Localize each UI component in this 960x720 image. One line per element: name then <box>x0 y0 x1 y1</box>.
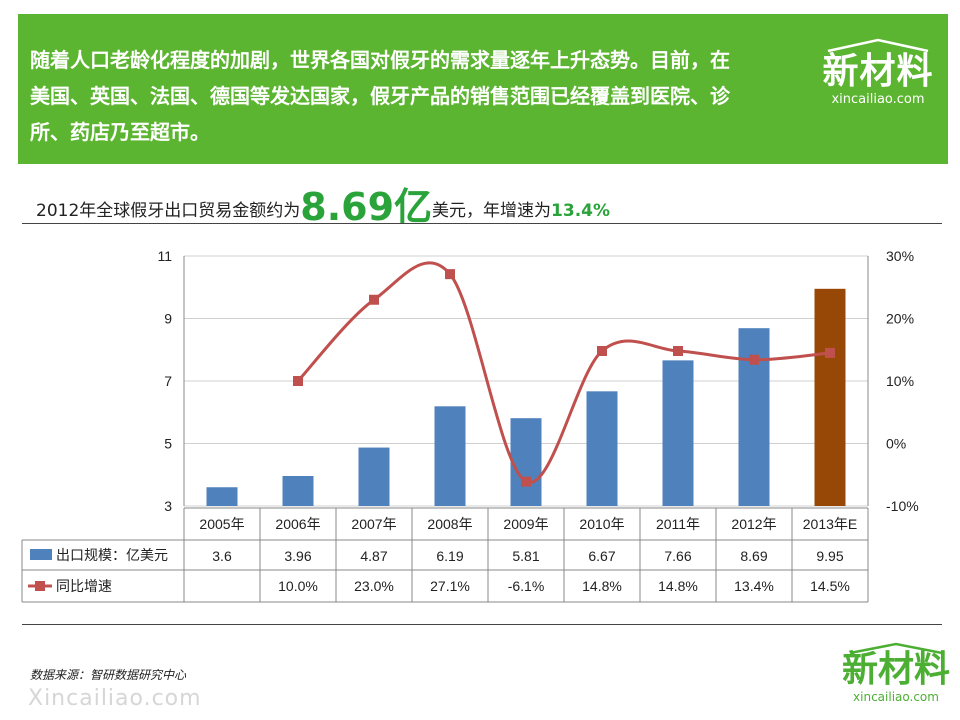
bar-data-label: 5.81 <box>512 548 539 564</box>
y-right-tick-label: -10% <box>886 498 919 514</box>
bar <box>586 391 618 506</box>
bar-data-label: 8.69 <box>740 548 767 564</box>
logo-mark: 新材料 <box>822 51 934 92</box>
y-right-tick-label: 20% <box>886 311 914 327</box>
bar <box>206 487 238 506</box>
growth-line <box>296 261 831 484</box>
headline: 2012年全球假牙出口贸易金额约为8.69亿美元，年增速为13.4% <box>36 176 610 229</box>
growth-point <box>673 346 683 356</box>
growth-data-label: 14.8% <box>658 578 698 594</box>
legend-bar-label: 出口规模：亿美元 <box>56 547 168 563</box>
intro-line: 所、药店乃至超市。 <box>30 120 210 144</box>
intro-line: 美国、英国、法国、德国等发达国家，假牙产品的销售范围已经覆盖到医院、诊 <box>30 84 730 108</box>
y-right-tick-label: 10% <box>886 373 914 389</box>
headline-prefix: 2012年全球假牙出口贸易金额约为 <box>36 201 301 221</box>
x-tick-label: 2008年 <box>427 516 472 532</box>
bar-data-label: 6.67 <box>588 548 615 564</box>
brand-logo: 新材料 xincailiao.com <box>818 38 938 108</box>
y-left-tick-label: 11 <box>157 248 172 264</box>
bottom-divider <box>22 624 942 625</box>
logo-url: xincailiao.com <box>831 92 925 107</box>
growth-data-label: -6.1% <box>508 578 545 594</box>
bar <box>282 476 314 506</box>
y-left-tick-label: 7 <box>164 373 172 389</box>
x-tick-label: 2012年 <box>731 516 776 532</box>
footer-logo-url: xincailiao.com <box>853 690 939 704</box>
intro-line: 随着人口老龄化程度的加剧，世界各国对假牙的需求量逐年上升态势。目前，在 <box>30 48 730 72</box>
growth-point <box>521 476 531 487</box>
top-divider <box>22 223 942 224</box>
y-right-tick-label: 30% <box>886 248 914 264</box>
bar-data-label: 3.96 <box>284 548 311 564</box>
bar-data-label: 4.87 <box>360 548 387 564</box>
x-tick-label: 2009年 <box>503 516 548 532</box>
growth-point <box>825 347 835 358</box>
headline-amount: 8.69亿 <box>300 185 433 229</box>
watermark-url: Xincailiao.com <box>28 686 202 711</box>
y-left-tick-label: 9 <box>164 311 172 327</box>
growth-data-label: 14.8% <box>582 578 622 594</box>
bar <box>814 288 846 506</box>
growth-data-label: 10.0% <box>278 578 318 594</box>
x-tick-label: 2013年E <box>803 516 857 532</box>
roof-icon <box>827 38 929 52</box>
y-left-tick-label: 3 <box>164 498 172 514</box>
intro-banner: 随着人口老龄化程度的加剧，世界各国对假牙的需求量逐年上升态势。目前，在 美国、英… <box>18 14 948 164</box>
growth-data-label: 13.4% <box>734 578 774 594</box>
data-source: 数据来源：智研数据研究中心 <box>30 668 187 682</box>
x-tick-label: 2010年 <box>579 516 624 532</box>
x-tick-label: 2011年 <box>656 516 700 532</box>
bar <box>358 447 390 506</box>
legend-line-marker <box>35 581 45 591</box>
headline-growth: 13.4% <box>551 201 611 221</box>
growth-data-label: 27.1% <box>430 578 470 594</box>
x-tick-label: 2005年 <box>199 516 244 532</box>
legend-line-label: 同比增速 <box>56 578 112 594</box>
legend-bar-key <box>30 549 52 560</box>
bar <box>510 418 542 506</box>
growth-point <box>597 346 607 356</box>
bar <box>434 406 466 506</box>
bar <box>662 360 694 506</box>
x-tick-label: 2007年 <box>351 516 396 532</box>
growth-point <box>293 376 303 386</box>
bar-data-label: 6.19 <box>436 548 463 564</box>
footer-logo: 新材料 xincailiao.com <box>836 642 956 704</box>
intro-text: 随着人口老龄化程度的加剧，世界各国对假牙的需求量逐年上升态势。目前，在 美国、英… <box>30 42 810 150</box>
x-tick-label: 2006年 <box>275 516 320 532</box>
growth-data-label: 14.5% <box>810 578 850 594</box>
bar-data-label: 9.95 <box>816 548 843 564</box>
y-left-tick-label: 5 <box>164 436 172 452</box>
growth-point <box>369 294 379 305</box>
y-right-tick-label: 0% <box>886 436 906 452</box>
growth-point <box>749 354 759 365</box>
roof-icon <box>849 642 943 654</box>
bar-data-label: 3.6 <box>212 548 232 564</box>
growth-data-label: 23.0% <box>354 578 394 594</box>
growth-point <box>445 269 455 280</box>
footer-logo-mark: 新材料 <box>841 649 950 690</box>
headline-middle: 美元，年增速为 <box>432 201 552 221</box>
bar-data-label: 7.66 <box>664 548 691 564</box>
